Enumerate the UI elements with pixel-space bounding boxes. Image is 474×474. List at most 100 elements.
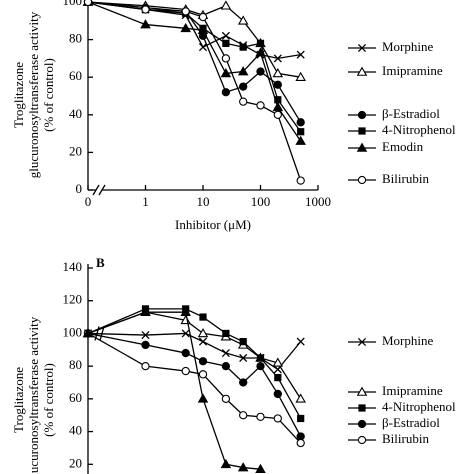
y-tick-label: 20 bbox=[69, 143, 82, 158]
marker bbox=[295, 393, 306, 403]
x-tick-label: 1000 bbox=[305, 194, 331, 209]
marker bbox=[198, 43, 208, 52]
marker bbox=[180, 22, 191, 33]
legend-label: β-Estradiol bbox=[382, 106, 440, 121]
marker bbox=[221, 88, 231, 97]
axis-break-gap bbox=[96, 184, 102, 196]
marker bbox=[221, 348, 230, 358]
marker bbox=[273, 54, 282, 63]
x-tick-label: 0 bbox=[85, 194, 92, 209]
marker bbox=[141, 5, 150, 14]
marker bbox=[272, 357, 284, 367]
marker bbox=[237, 66, 249, 76]
y-tick-label: 100 bbox=[63, 324, 83, 339]
marker bbox=[140, 19, 151, 29]
marker bbox=[255, 463, 266, 473]
marker bbox=[239, 97, 248, 106]
legend-marker bbox=[357, 110, 367, 120]
marker bbox=[239, 338, 247, 346]
legend-marker bbox=[358, 127, 366, 135]
marker bbox=[197, 24, 209, 34]
marker bbox=[198, 337, 208, 346]
y-axis-label: Troglitazone bbox=[11, 62, 26, 128]
x-tick-label: 1 bbox=[142, 194, 149, 209]
y-axis-label: glucuronosyltransferase activity bbox=[26, 316, 41, 474]
marker bbox=[237, 462, 249, 472]
marker bbox=[222, 329, 230, 338]
y-tick-label: 80 bbox=[69, 31, 82, 46]
y-axis-label: glucuronosyltransferase activity bbox=[26, 11, 41, 178]
marker bbox=[180, 306, 191, 316]
y-tick-label: 0 bbox=[76, 181, 83, 196]
y-tick-label: 120 bbox=[63, 292, 83, 307]
y-tick-label: 60 bbox=[69, 390, 82, 405]
marker bbox=[239, 82, 248, 91]
marker bbox=[295, 135, 306, 145]
marker bbox=[273, 110, 282, 119]
legend-label: Emodin bbox=[382, 139, 424, 154]
marker bbox=[221, 361, 231, 371]
legend-label: Bilirubin bbox=[382, 431, 429, 446]
legend-label: Morphine bbox=[382, 39, 434, 54]
marker bbox=[256, 361, 265, 371]
marker bbox=[221, 31, 230, 40]
marker bbox=[181, 329, 190, 338]
legend-label: β-Estradiol bbox=[382, 415, 440, 430]
marker bbox=[197, 393, 209, 403]
marker bbox=[141, 340, 150, 350]
marker bbox=[239, 353, 248, 363]
marker bbox=[255, 47, 266, 57]
marker bbox=[274, 96, 282, 104]
legend-marker bbox=[356, 386, 368, 396]
y-tick-label: 140 bbox=[63, 259, 83, 274]
y-tick-label: 60 bbox=[69, 68, 82, 83]
legend-marker bbox=[357, 419, 367, 429]
marker bbox=[197, 328, 209, 338]
marker bbox=[140, 306, 151, 316]
marker bbox=[83, 0, 93, 7]
marker bbox=[239, 378, 248, 387]
marker bbox=[256, 39, 265, 47]
legend-label: 4-Nitrophenol bbox=[382, 399, 456, 414]
x-tick-label: 100 bbox=[251, 194, 271, 209]
legend-marker bbox=[358, 404, 366, 412]
y-tick-label: 20 bbox=[69, 455, 82, 470]
marker bbox=[296, 438, 305, 448]
marker bbox=[295, 71, 306, 81]
legend-label: Imipramine bbox=[382, 383, 443, 398]
legend-marker bbox=[357, 337, 367, 347]
legend-label: Imipramine bbox=[382, 63, 443, 78]
marker bbox=[297, 414, 305, 423]
marker bbox=[256, 67, 265, 76]
x-axis-label: Inhibitor (μM) bbox=[175, 217, 251, 232]
marker bbox=[141, 331, 150, 340]
marker bbox=[272, 101, 284, 112]
legend-marker bbox=[357, 175, 367, 185]
marker bbox=[181, 348, 190, 358]
marker bbox=[181, 366, 190, 376]
y-axis-label: Troglitazone bbox=[11, 367, 26, 433]
marker bbox=[198, 12, 208, 22]
marker bbox=[220, 68, 232, 78]
marker bbox=[82, 328, 94, 338]
marker bbox=[220, 0, 232, 10]
marker bbox=[296, 118, 305, 127]
marker bbox=[181, 7, 190, 16]
legend-label: Morphine bbox=[382, 333, 434, 348]
marker bbox=[296, 337, 305, 346]
marker bbox=[221, 394, 231, 404]
marker bbox=[220, 458, 232, 469]
y-tick-label: 80 bbox=[69, 357, 82, 372]
legend-label: Bilirubin bbox=[382, 171, 429, 186]
x-tick-label: 10 bbox=[197, 194, 210, 209]
marker bbox=[273, 80, 282, 89]
marker bbox=[239, 43, 247, 51]
marker bbox=[273, 414, 282, 423]
marker bbox=[222, 39, 230, 47]
legend-marker bbox=[356, 142, 368, 152]
legend-marker bbox=[356, 66, 368, 76]
marker bbox=[239, 411, 248, 420]
marker bbox=[198, 357, 208, 366]
